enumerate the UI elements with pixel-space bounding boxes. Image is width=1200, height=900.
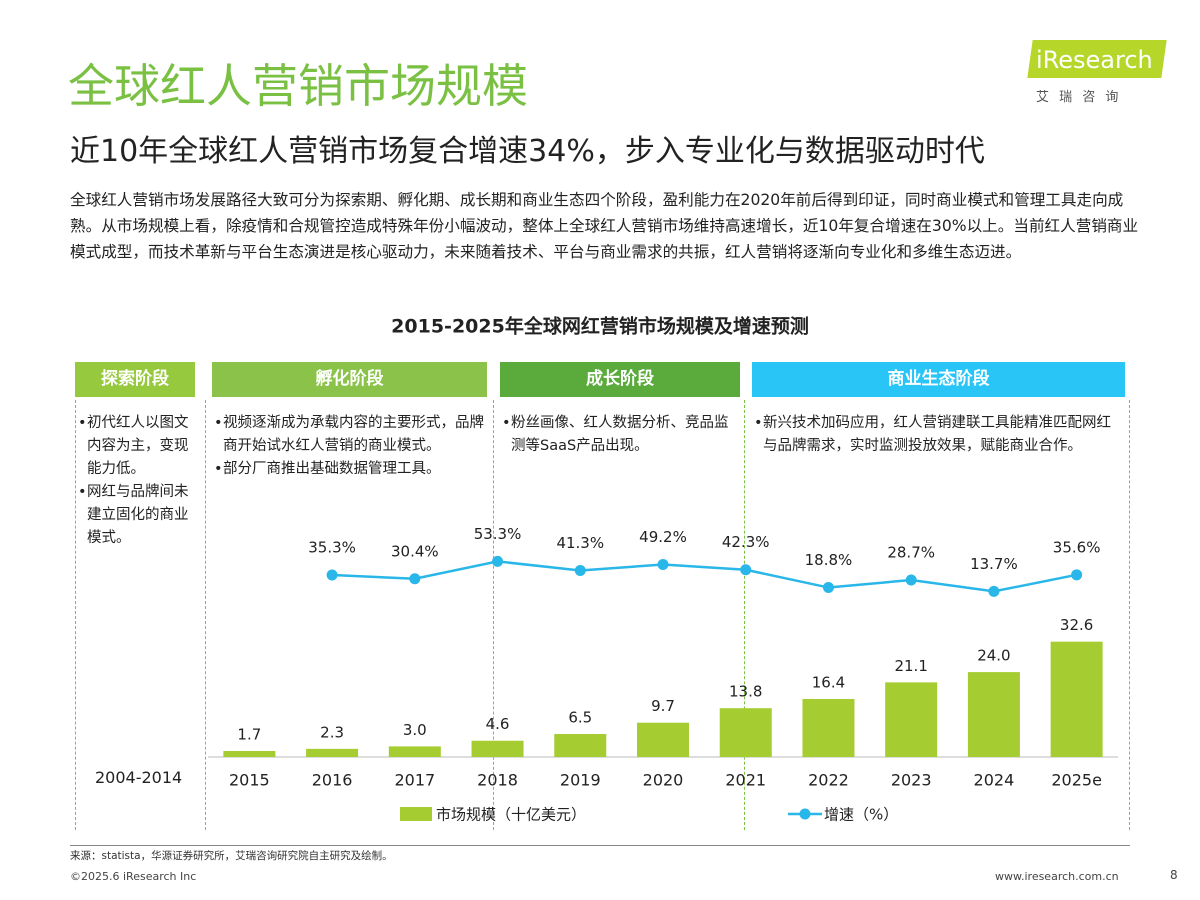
x-tick-label: 2016: [312, 771, 353, 790]
x-tick-label: 2023: [891, 771, 932, 790]
bar-label: 32.6: [1060, 616, 1093, 634]
line-point: [822, 582, 834, 594]
x-tick-label: 2019: [560, 771, 601, 790]
x-tick-label: 2022: [808, 771, 849, 790]
url: www.iresearch.com.cn: [995, 870, 1119, 883]
bar: [1050, 641, 1103, 757]
page-number: 8: [1170, 868, 1178, 882]
source: 来源：statista，华源证券研究所，艾瑞咨询研究院自主研究及绘制。: [70, 850, 393, 862]
bar: [885, 682, 938, 757]
bar: [306, 748, 359, 757]
stage-notes: 粉丝画像、红人数据分析、竞品监测等SaaS产品出现。: [502, 412, 740, 458]
bar-label: 4.6: [486, 715, 510, 733]
bar-label: 16.4: [812, 673, 845, 691]
line-label: 30.4%: [391, 542, 439, 560]
subtitle: 近10年全球红人营销市场复合增速34%，步入专业化与数据驱动时代: [70, 134, 985, 169]
x-tick-label: 2025e: [1051, 771, 1102, 790]
line-label: 35.3%: [308, 539, 356, 557]
bullet: 初代红人以图文内容为主，变现能力低。: [78, 412, 202, 481]
bar: [223, 750, 276, 757]
bar: [719, 708, 772, 757]
line-point: [492, 555, 504, 567]
paragraph: 全球红人营销市场发展路径大致可分为探索期、孵化期、成长期和商业生态四个阶段，盈利…: [70, 191, 1139, 261]
x-tick-label: 2024: [974, 771, 1015, 790]
line-label: 13.7%: [970, 555, 1018, 573]
line-point: [740, 564, 752, 576]
line-point: [905, 574, 917, 586]
bullet: 新兴技术加码应用，红人营销建联工具能精准匹配网红与品牌需求，实时监测投放效果，赋…: [754, 412, 1124, 458]
bullet: 部分厂商推出基础数据管理工具。: [214, 458, 489, 481]
bar: [554, 734, 607, 757]
stage-label: 成长阶段: [500, 362, 740, 397]
x-tick-label: 2020: [643, 771, 684, 790]
stage-notes: 视频逐渐成为承载内容的主要形式，品牌商开始试水红人营销的商业模式。 部分厂商推出…: [214, 412, 489, 481]
divider: [744, 400, 745, 830]
line-label: 35.6%: [1053, 538, 1101, 556]
line-label: 28.7%: [887, 544, 935, 562]
bullet: 网红与品牌间未建立固化的商业模式。: [78, 481, 202, 550]
copyright: ©2025.6 iResearch Inc: [70, 870, 197, 883]
bar-label: 13.8: [729, 683, 762, 701]
line-label: 41.3%: [556, 534, 604, 552]
x-tick-label: 2015: [229, 771, 270, 790]
line-point: [657, 559, 669, 571]
bar-label: 3.0: [403, 721, 427, 739]
bar-label: 6.5: [568, 709, 592, 727]
line-point: [574, 565, 586, 577]
bar: [471, 740, 524, 757]
line-label: 42.3%: [722, 533, 770, 551]
bar-label: 1.7: [237, 725, 261, 743]
line-label: 49.2%: [639, 528, 687, 546]
bar: [802, 698, 855, 757]
stage-label: 孵化阶段: [212, 362, 487, 397]
bar: [388, 746, 441, 757]
line-label: 53.3%: [474, 525, 522, 543]
bullet: 视频逐渐成为承载内容的主要形式，品牌商开始试水红人营销的商业模式。: [214, 412, 489, 458]
stage-notes: 初代红人以图文内容为主，变现能力低。 网红与品牌间未建立固化的商业模式。: [78, 412, 202, 550]
line-point: [326, 569, 338, 581]
legend-swatch: [799, 808, 811, 820]
divider: [493, 400, 494, 830]
legend-swatch: [400, 807, 432, 821]
period-label: 2004-2014: [95, 768, 183, 787]
bar: [967, 672, 1020, 757]
x-tick-label: 2021: [725, 771, 766, 790]
chart-title: 2015-2025年全球网红营销市场规模及增速预测: [391, 315, 809, 338]
legend-label: 市场规模（十亿美元）: [436, 806, 586, 824]
line-point: [409, 573, 421, 585]
divider: [1129, 400, 1130, 830]
line-point: [1071, 569, 1083, 581]
bar: [637, 722, 689, 757]
bar-label: 9.7: [651, 697, 675, 715]
title: 全球红人营销市场规模: [68, 59, 528, 113]
divider: [205, 400, 206, 830]
bar-label: 21.1: [894, 657, 927, 675]
line: [332, 560, 1077, 593]
legend-label: 增速（%）: [824, 806, 898, 824]
x-tick-label: 2017: [394, 771, 435, 790]
bullet: 粉丝画像、红人数据分析、竞品监测等SaaS产品出现。: [502, 412, 740, 458]
stage-label: 商业生态阶段: [752, 362, 1125, 397]
footer-rule: [70, 845, 1130, 846]
bar-label: 24.0: [977, 647, 1010, 665]
line-label: 18.8%: [805, 551, 853, 569]
divider: [75, 400, 76, 830]
bar-label: 2.3: [320, 723, 344, 741]
line-point: [988, 585, 1000, 597]
x-tick-label: 2018: [477, 771, 518, 790]
logo-tagline: 艾 瑞 咨 询: [1036, 90, 1122, 105]
stage-label: 探索阶段: [75, 362, 195, 397]
stage-notes: 新兴技术加码应用，红人营销建联工具能精准匹配网红与品牌需求，实时监测投放效果，赋…: [754, 412, 1124, 458]
logo-brand: iResearch: [1036, 46, 1153, 74]
